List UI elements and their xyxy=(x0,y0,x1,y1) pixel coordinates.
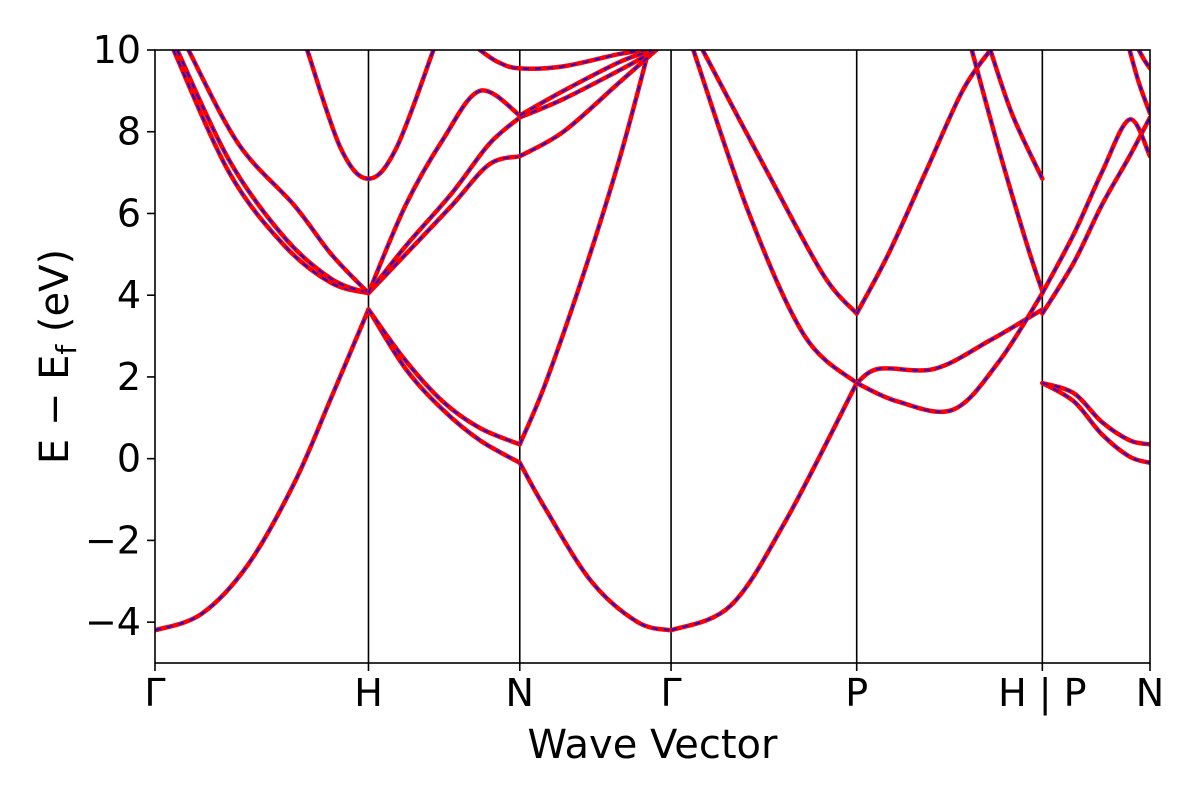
y-axis-title-subscript: f xyxy=(50,344,83,355)
y-axis-title-main: E − E xyxy=(32,355,78,465)
band-line-overlay xyxy=(306,50,435,180)
y-tick-label: 0 xyxy=(117,437,141,481)
band-line-overlay xyxy=(989,50,1044,180)
band-line-overlay xyxy=(692,50,858,384)
band-line xyxy=(366,307,523,447)
band-line-overlay xyxy=(856,308,1043,384)
x-tick-label: H | P xyxy=(998,671,1086,716)
y-tick-label: 2 xyxy=(117,355,141,399)
band-line-overlay xyxy=(367,116,521,294)
band-line-overlay xyxy=(856,292,1044,413)
band-line xyxy=(155,307,371,633)
x-tick-label: N xyxy=(1136,671,1164,715)
y-tick-label: −2 xyxy=(85,518,141,562)
band-line-overlay xyxy=(1041,382,1150,464)
band-line xyxy=(186,50,371,296)
band-line-overlay xyxy=(367,309,521,464)
band-line-overlay xyxy=(367,155,521,294)
band-line xyxy=(854,307,1045,386)
plot-area xyxy=(154,49,1151,664)
band-line-overlay xyxy=(1041,118,1150,294)
band-line xyxy=(366,307,523,466)
band-line-overlay xyxy=(519,50,653,117)
band-line-overlay xyxy=(670,382,858,632)
y-axis-title: E − Ef (eV) xyxy=(32,249,83,464)
band-line-overlay xyxy=(172,50,369,295)
band-line-overlay xyxy=(367,308,521,446)
band-line-overlay xyxy=(1042,382,1150,446)
band-line xyxy=(366,115,523,296)
y-tick-label: 10 xyxy=(93,28,141,72)
band-line xyxy=(517,460,674,633)
band-line xyxy=(700,50,859,316)
band-line xyxy=(171,50,371,296)
band-line xyxy=(988,50,1045,181)
band-line-overlay xyxy=(1041,117,1150,315)
x-tick-label: H xyxy=(354,671,383,715)
band-line xyxy=(366,154,523,296)
axes-frame xyxy=(154,49,1151,664)
band-line-overlay xyxy=(1138,50,1150,69)
band-line-overlay xyxy=(187,50,370,294)
band-line xyxy=(1040,380,1150,466)
band-line xyxy=(854,290,1045,415)
band-line xyxy=(1127,50,1150,116)
x-axis-ticks: Γ H N Γ P H | P N xyxy=(144,663,1164,716)
y-tick-label: 6 xyxy=(117,191,141,235)
band-line-overlay xyxy=(701,50,858,315)
y-tick-label: 4 xyxy=(117,273,141,317)
y-axis-title-unit: (eV) xyxy=(32,249,78,345)
band-line-overlay xyxy=(367,89,521,294)
band-line-overlay xyxy=(970,50,1044,292)
x-tick-label: Γ xyxy=(144,671,165,715)
y-tick-label: 8 xyxy=(117,110,141,154)
band-line xyxy=(304,50,436,181)
band-line xyxy=(691,50,859,386)
band-line-overlay xyxy=(518,462,672,632)
band-line-overlay xyxy=(519,50,657,158)
y-tick-label: −4 xyxy=(85,600,141,644)
band-line-overlay xyxy=(519,50,657,119)
y-axis-ticks: −4 −2 0 2 4 6 8 10 xyxy=(85,28,155,644)
band-line xyxy=(668,380,859,633)
x-axis-title: Wave Vector xyxy=(528,722,779,768)
x-tick-label: P xyxy=(845,671,868,715)
band-line-overlay xyxy=(176,50,369,295)
x-tick-label: N xyxy=(506,671,534,715)
bands xyxy=(155,50,1150,633)
band-line-overlay xyxy=(855,50,992,315)
band-line-overlay xyxy=(479,50,648,70)
x-tick-label: Γ xyxy=(660,671,681,715)
band-line-overlay xyxy=(518,50,650,445)
band-line xyxy=(854,50,993,316)
band-line-overlay xyxy=(155,309,370,632)
